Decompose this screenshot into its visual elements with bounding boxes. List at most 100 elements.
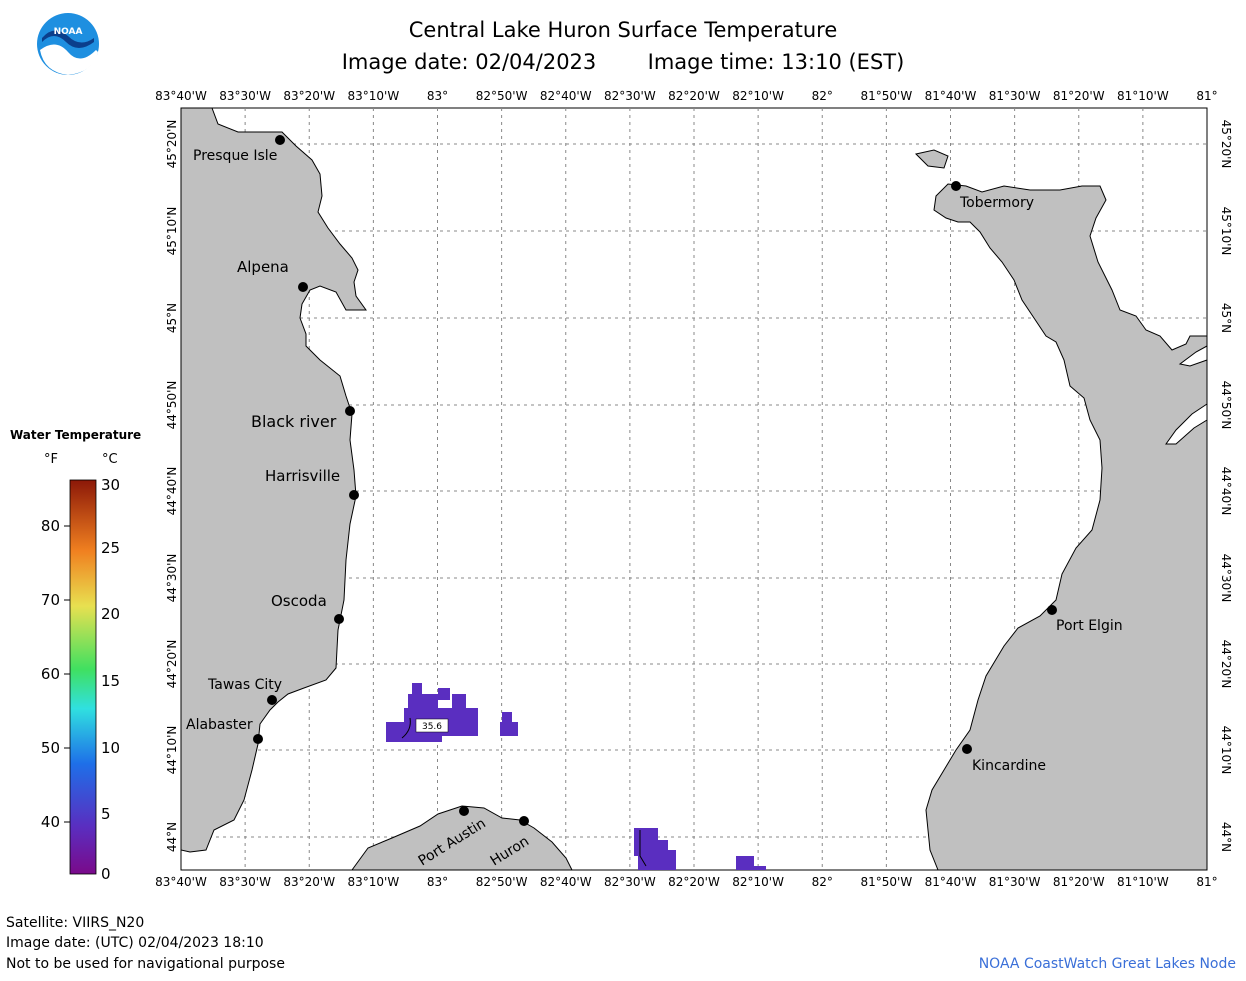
water-inlet-2 [1178, 345, 1208, 367]
legend-c-tick: 10 [101, 739, 120, 757]
contour-label-box [415, 718, 449, 733]
lon-tick-label: 81°20'W [1053, 875, 1105, 889]
footer-satellite: Satellite: VIIRS_N20 [6, 915, 145, 931]
legend-title: Water Temperature [10, 428, 142, 442]
lon-tick-label: 83° [427, 875, 448, 889]
lon-tick-label: 82°10'W [732, 875, 784, 889]
lon-tick-label: 82°40'W [540, 875, 592, 889]
legend-c-tick: 25 [101, 539, 120, 557]
label-oscoda: Oscoda [271, 592, 327, 610]
land-michigan [180, 107, 367, 853]
label-port-elgin: Port Elgin [1056, 618, 1123, 634]
lon-tick-label: 83°20'W [283, 875, 335, 889]
lat-tick-label: 45°10'N [165, 207, 179, 256]
lon-tick-label: 81°40'W [925, 875, 977, 889]
footer-disclaimer: Not to be used for navigational purpose [6, 956, 285, 972]
lon-tick-label: 82°50'W [476, 875, 528, 889]
lon-tick-label: 83°30'W [219, 89, 271, 103]
lat-tick-label: 44°20'N [1219, 640, 1233, 689]
lon-tick-label: 82° [812, 875, 833, 889]
lat-tick-label: 45°20'N [165, 120, 179, 169]
label-tawas-city: Tawas City [207, 677, 282, 693]
lon-tick-label: 81°40'W [925, 89, 977, 103]
footer-utc-date: Image date: (UTC) 02/04/2023 18:10 [6, 935, 264, 951]
lat-tick-label: 45°N [165, 303, 179, 333]
isotherm-line [401, 717, 411, 739]
lon-tick-label: 83°20'W [283, 89, 335, 103]
contour-label: 35.6 [422, 722, 442, 732]
legend-unit-c: °C [102, 452, 118, 467]
lon-tick-label: 83°40'W [155, 89, 207, 103]
image-time: Image time: 13:10 (EST) [647, 50, 905, 74]
lon-tick-label: 83° [427, 89, 448, 103]
lon-tick-label: 82°40'W [540, 89, 592, 103]
lon-tick-label: 83°30'W [219, 875, 271, 889]
lat-tick-label: 44°30'N [165, 554, 179, 603]
lat-tick-label: 44°50'N [1219, 381, 1233, 430]
lon-tick-label: 82°50'W [476, 89, 528, 103]
page-subtitle: Image date: 02/04/2023 Image time: 13:10… [0, 50, 1246, 74]
lon-tick-label: 81°50'W [861, 875, 913, 889]
legend-f-tick: 50 [41, 739, 60, 757]
lon-tick-label: 83°10'W [348, 89, 400, 103]
lat-tick-label: 45°10'N [1219, 207, 1233, 256]
land-island [915, 149, 949, 169]
land-thumb [351, 805, 573, 871]
lon-tick-label: 81° [1196, 875, 1217, 889]
legend-f-tick: 70 [41, 591, 60, 609]
legend-unit-f: °F [44, 452, 58, 467]
lon-tick-label: 81°10'W [1117, 89, 1169, 103]
lon-tick-label: 81° [1196, 89, 1217, 103]
lon-tick-label: 82°10'W [732, 89, 784, 103]
lat-tick-label: 44°N [165, 822, 179, 852]
water-inlet [1165, 403, 1208, 445]
axis-labels: 83°40'W 83°40'W 83°30'W 83°30'W 83°20'W 83°20… [155, 89, 1233, 889]
lon-tick-label: 81°30'W [989, 89, 1041, 103]
lon-tick-label: 82°30'W [604, 89, 656, 103]
lon-tick-label: 82°20'W [668, 89, 720, 103]
legend-c-tick: 15 [101, 672, 120, 690]
land-ontario [925, 108, 1208, 871]
legend-c-tick: 5 [101, 805, 111, 823]
city-dots [253, 135, 1057, 826]
legend-c-tick: 0 [101, 865, 111, 883]
lon-tick-label: 82° [812, 89, 833, 103]
footer-credit[interactable]: NOAA CoastWatch Great Lakes Node [978, 956, 1236, 972]
image-date: Image date: 02/04/2023 [341, 50, 597, 74]
temperature-map: 35.6 Presque Isle Alpena Black river Har… [155, 89, 1233, 889]
page-title: Central Lake Huron Surface Temperature [408, 18, 838, 42]
lon-tick-label: 81°20'W [1053, 89, 1105, 103]
legend-c-tick: 30 [101, 476, 120, 494]
lat-tick-label: 45°20'N [1219, 120, 1233, 169]
lat-tick-label: 44°30'N [1219, 554, 1233, 603]
lat-tick-label: 44°10'N [165, 726, 179, 775]
label-alpena: Alpena [237, 258, 289, 276]
lat-tick-label: 44°40'N [165, 467, 179, 516]
lon-tick-label: 81°50'W [861, 89, 913, 103]
isotherm-line-2 [639, 830, 647, 867]
lat-tick-label: 44°N [1219, 822, 1233, 852]
lon-tick-label: 82°20'W [668, 875, 720, 889]
legend-f-tick: 60 [41, 665, 60, 683]
label-presque-isle: Presque Isle [193, 148, 277, 164]
label-alabaster: Alabaster [186, 717, 253, 733]
lon-tick-label: 82°30'W [604, 875, 656, 889]
lat-tick-label: 44°50'N [165, 381, 179, 430]
lon-tick-label: 81°10'W [1117, 875, 1169, 889]
legend-f-tick: 40 [41, 813, 60, 831]
lat-tick-label: 44°20'N [165, 640, 179, 689]
label-black-river: Black river [251, 412, 337, 431]
label-tobermory: Tobermory [959, 195, 1034, 211]
lat-tick-label: 45°N [1219, 303, 1233, 333]
label-kincardine: Kincardine [972, 758, 1046, 774]
label-harrisville: Harrisville [265, 467, 340, 485]
noaa-logo: NOAA [37, 13, 99, 75]
lon-tick-label: 81°30'W [989, 875, 1041, 889]
legend-c-tick: 20 [101, 605, 120, 623]
lat-tick-label: 44°40'N [1219, 467, 1233, 516]
legend-f-tick: 80 [41, 517, 60, 535]
lon-tick-label: 83°40'W [155, 875, 207, 889]
svg-text:NOAA: NOAA [54, 27, 83, 37]
lon-tick-label: 83°10'W [348, 875, 400, 889]
